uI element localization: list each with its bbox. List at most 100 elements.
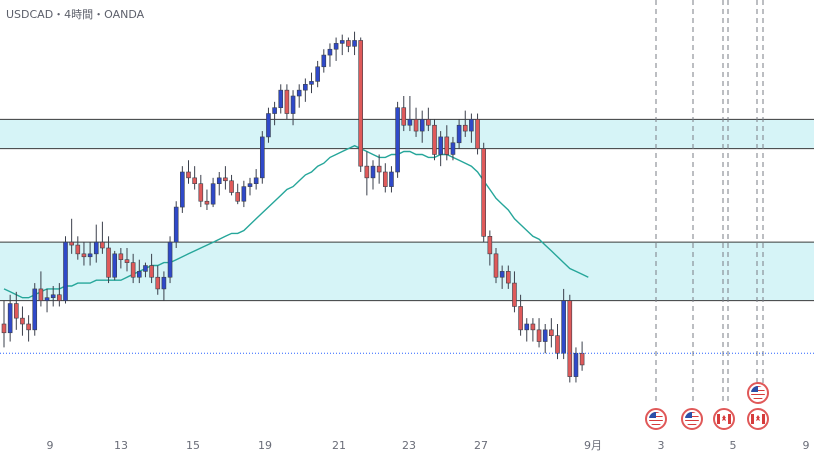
candle-body [530,323,536,331]
candle-54 [333,37,339,61]
candle-body [57,294,62,301]
candle-body [284,89,290,114]
candle-body [210,183,216,205]
candle-body [112,253,117,278]
candle-body [44,297,50,301]
candle-27 [167,236,173,284]
candle-body [247,183,253,187]
candle-44 [272,101,277,126]
candle-41 [253,169,259,190]
candle-body [493,253,499,278]
candle-body [469,119,474,132]
candle-body [124,259,130,263]
candle-21 [130,253,136,284]
candle-body [315,66,320,82]
candle-body [376,165,382,173]
time-axis: 9 13 15 19 21 23 27 9月 3 5 9 [47,439,810,452]
candle-80 [493,248,499,284]
candle-7 [44,288,50,313]
candle-body [272,107,277,114]
candle-body [38,288,44,301]
candle-body [93,241,99,255]
candle-16 [100,221,105,254]
candle-39 [241,180,247,208]
candle-body [542,329,548,342]
candle-64 [395,101,400,178]
candle-18 [112,250,117,281]
candle-65 [401,96,407,132]
candle-0 [1,300,7,348]
candle-body [419,119,425,132]
candle-3 [20,306,25,336]
candle-86 [530,318,536,342]
candle-10 [63,236,68,304]
us-flag-icon[interactable] [747,382,769,404]
candle-body [180,171,185,208]
candle-body [1,323,7,334]
candle-23 [143,262,148,278]
candle-body [26,323,31,331]
candle-body [186,171,191,179]
candle-body [20,317,25,325]
candle-13 [81,242,87,266]
zone-0 [0,119,814,149]
candle-body [561,300,566,354]
candle-68 [419,110,425,143]
candle-body [241,186,247,202]
candle-2 [14,291,19,330]
candle-83 [512,271,517,313]
candle-body [333,43,339,50]
moving-average-layer [3,144,589,299]
candle-26 [161,271,167,301]
candle-52 [321,49,327,73]
candle-body [50,294,56,298]
x-tick-label: 21 [332,439,346,452]
candle-14 [87,242,93,266]
zone-1 [0,242,814,301]
candle-body [487,236,493,255]
candle-91 [561,288,566,360]
candle-81 [499,265,505,289]
candle-body [118,253,124,260]
candle-11 [69,218,74,254]
candle-70 [432,119,437,161]
candle-33 [204,189,210,210]
zone-layer [0,118,814,302]
candle-73 [450,136,456,161]
candle-4 [26,315,31,342]
candle-body [198,183,204,202]
candle-74 [456,119,462,149]
candle-1 [7,294,13,342]
ca-flag-icon[interactable] [713,408,735,430]
candle-body [352,40,357,47]
candle-12 [75,236,81,260]
candle-15 [93,224,99,263]
ca-flag-icon[interactable] [747,408,769,430]
candle-body [106,247,111,278]
candle-body [549,329,554,336]
candle-body [370,165,376,179]
us-flag-icon[interactable] [645,408,667,430]
candle-body [339,40,345,44]
candle-55 [339,34,345,56]
candle-body [567,300,573,377]
candle-17 [106,236,111,284]
candle-body [69,241,74,246]
candle-body [130,262,136,278]
candle-84 [518,294,523,336]
candle-42 [259,131,265,184]
candle-67 [413,107,419,137]
candle-body [303,84,308,91]
candle-51 [315,60,320,88]
candle-body [266,113,271,138]
symbol-label: USDCAD・4時間・OANDA [6,8,145,21]
us-flag-icon[interactable] [681,408,703,430]
x-tick-label: 5 [730,439,737,452]
candle-85 [524,318,530,342]
candle-24 [149,253,154,284]
event-icon-layer [645,382,769,430]
x-tick-label: 9 [47,439,54,452]
candle-body [358,40,364,167]
candle-body [512,282,517,307]
